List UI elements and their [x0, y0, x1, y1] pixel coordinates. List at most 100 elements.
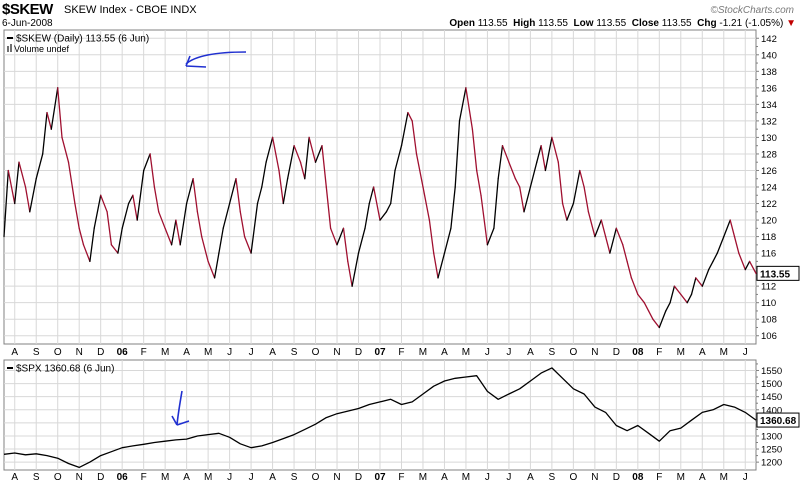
- spx-x-tick-label: M: [204, 472, 212, 483]
- skew-series-segment: [669, 285, 676, 304]
- skew-series-segment: [695, 277, 703, 287]
- skew-x-tick-label: M: [677, 347, 685, 358]
- skew-series-segment: [117, 227, 123, 254]
- spx-x-tick-label: 08: [632, 472, 644, 483]
- spx-x-tick-label: 07: [374, 472, 386, 483]
- skew-series-segment: [170, 219, 177, 246]
- skew-series-segment: [207, 260, 216, 279]
- skew-x-tick-label: M: [204, 347, 212, 358]
- skew-y-tick-label: 136: [761, 83, 777, 94]
- skew-series-segment: [609, 227, 617, 254]
- skew-x-tick-label: 07: [374, 347, 386, 358]
- spx-x-tick-label: D: [355, 472, 362, 483]
- skew-series-segment: [643, 302, 650, 312]
- skew-series-segment: [222, 202, 231, 229]
- spx-x-tick-label: F: [141, 472, 147, 483]
- skew-series-segment: [228, 178, 237, 205]
- skew-series-segment: [282, 178, 289, 205]
- annotation-arrow-skew: [185, 51, 247, 68]
- skew-series-segment: [400, 111, 409, 147]
- skew-series-segment: [738, 252, 746, 271]
- skew-series-segment: [24, 186, 31, 213]
- skew-series-segment: [744, 260, 751, 271]
- skew-x-tick-label: D: [613, 347, 620, 358]
- spx-x-tick-label: F: [656, 472, 662, 483]
- skew-x-tick-label: D: [97, 347, 104, 358]
- skew-series-segment: [428, 219, 435, 254]
- skew-series-segment: [192, 178, 199, 213]
- change-value: -1.21 (-1.05%): [719, 18, 784, 29]
- skew-series-segment: [600, 219, 607, 238]
- skew-series-segment: [557, 161, 564, 205]
- low-label: Low: [573, 18, 594, 29]
- skew-series-segment: [185, 178, 194, 205]
- spx-x-tick-label: J: [506, 472, 511, 483]
- skew-x-tick-label: M: [720, 347, 728, 358]
- skew-series-segment: [712, 252, 718, 263]
- spx-x-tick-label: M: [462, 472, 470, 483]
- spx-x-tick-label: N: [333, 472, 340, 483]
- spx-y-tick-label: 1550: [761, 366, 782, 377]
- open-label: Open: [449, 18, 475, 29]
- skew-y-tick-label: 120: [761, 216, 777, 227]
- annotation-arrow-skew-head: [185, 55, 207, 68]
- spx-x-tick-label: N: [76, 472, 83, 483]
- skew-series-segment: [508, 161, 517, 180]
- skew-series-segment: [476, 169, 482, 196]
- skew-y-tick-label: 142: [761, 34, 777, 45]
- skew-series-segment: [67, 161, 76, 205]
- skew-series-segment: [493, 178, 499, 229]
- skew-series-segment: [701, 268, 710, 287]
- spx-x-tick-label: A: [183, 472, 190, 483]
- skew-series-segment: [127, 194, 134, 205]
- annotation-arrow-spx-head: [171, 415, 190, 426]
- skew-series-segment: [132, 194, 138, 221]
- skew-series-segment: [519, 186, 525, 213]
- high-value: 113.55: [538, 18, 568, 29]
- skew-series-segment: [622, 244, 628, 263]
- spx-x-tick-label: D: [97, 472, 104, 483]
- skew-series-segment: [239, 211, 246, 238]
- skew-series-segment: [486, 227, 495, 246]
- skew-series-segment: [321, 145, 327, 188]
- skew-series-segment: [415, 153, 424, 188]
- index-name: SKEW Index - CBOE INDX: [64, 4, 197, 16]
- spx-x-tick-label: S: [33, 472, 40, 483]
- skew-series-segment: [308, 136, 317, 163]
- skew-series-segment: [443, 227, 452, 254]
- skew-series-segment: [626, 260, 633, 279]
- skew-series-segment: [680, 293, 688, 304]
- skew-x-tick-label: A: [699, 347, 706, 358]
- skew-x-tick-label: A: [183, 347, 190, 358]
- spx-y-tick-label: 1250: [761, 445, 782, 456]
- skew-last-value-text: 113.55: [760, 269, 790, 280]
- skew-series-segment: [583, 186, 590, 213]
- skew-legend-label: $SKEW (Daily) 113.55 (6 Jun): [16, 34, 149, 45]
- skew-series-segment: [218, 227, 224, 254]
- skew-series-segment: [299, 161, 306, 180]
- skew-series-segment: [149, 153, 156, 188]
- skew-x-tick-label: M: [419, 347, 427, 358]
- skew-series-segment: [175, 219, 181, 246]
- down-arrow-icon: ▼: [786, 18, 796, 29]
- spx-y-tick-label: 1400: [761, 405, 782, 416]
- skew-series-segment: [572, 169, 581, 205]
- skew-y-tick-label: 106: [761, 331, 777, 342]
- skew-series-segment: [61, 136, 70, 163]
- skew-series-segment: [196, 211, 203, 238]
- skew-series-segment: [566, 202, 575, 221]
- skew-series-segment: [179, 202, 188, 246]
- spx-x-tick-label: J: [485, 472, 490, 483]
- skew-series-segment: [256, 186, 263, 205]
- skew-series-segment: [544, 136, 553, 172]
- skew-y-tick-label: 134: [761, 100, 777, 111]
- skew-series-segment: [433, 252, 439, 279]
- skew-series-segment: [480, 194, 489, 246]
- spx-series-line: [3, 367, 757, 469]
- spx-legend-label: $SPX 1360.68 (6 Jun): [16, 364, 114, 375]
- skew-series-segment: [78, 227, 85, 246]
- skew-y-tick-label: 140: [761, 50, 777, 61]
- skew-series-segment: [368, 186, 375, 205]
- spx-x-tick-label: S: [291, 472, 298, 483]
- skew-x-tick-label: F: [656, 347, 662, 358]
